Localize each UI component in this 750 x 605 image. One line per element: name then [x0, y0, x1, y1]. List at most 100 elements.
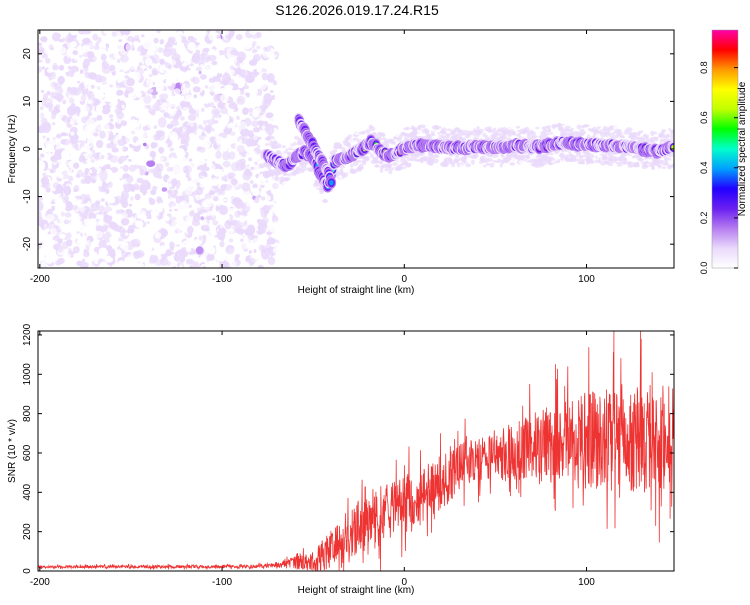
noise-cell	[204, 251, 208, 255]
halo-cell	[483, 164, 487, 168]
noise-cell	[229, 65, 234, 70]
noise-cell	[146, 160, 156, 168]
noise-cell	[146, 131, 153, 138]
noise-cell	[91, 223, 96, 229]
noise-cell	[40, 184, 47, 188]
noise-cell	[226, 42, 230, 47]
noise-cell	[235, 126, 242, 133]
noise-cell	[272, 36, 277, 42]
noise-cell	[73, 184, 80, 193]
noise-cell	[49, 227, 57, 237]
noise-cell	[126, 175, 134, 183]
halo-cell	[374, 165, 380, 168]
noise-cell	[258, 114, 263, 120]
noise-cell	[198, 235, 203, 241]
noise-cell	[38, 196, 43, 202]
noise-cell	[202, 177, 211, 185]
noise-cell	[193, 94, 198, 99]
noise-cell	[193, 171, 199, 176]
noise-cell	[54, 92, 60, 97]
noise-cell	[198, 70, 202, 75]
noise-cell	[245, 151, 255, 159]
noise-cell	[247, 130, 254, 138]
halo-cell	[365, 128, 371, 134]
noise-cell	[109, 105, 117, 111]
noise-cell	[96, 36, 102, 44]
noise-cell	[271, 206, 277, 213]
noise-cell	[43, 198, 49, 204]
noise-cell	[109, 251, 116, 259]
noise-cell	[111, 147, 119, 153]
noise-cell	[45, 57, 51, 64]
noise-cell	[129, 221, 133, 226]
halo-cell	[670, 129, 674, 134]
halo-cell	[562, 131, 567, 137]
noise-cell	[207, 163, 216, 173]
noise-cell	[167, 178, 172, 183]
noise-cell	[203, 64, 210, 72]
halo-cell	[579, 130, 587, 136]
noise-cell	[171, 205, 176, 210]
noise-cell	[204, 124, 213, 132]
noise-cell	[272, 81, 278, 86]
noise-cell	[95, 162, 99, 166]
noise-cell	[120, 229, 130, 240]
noise-cell	[147, 229, 154, 237]
halo-cell	[521, 155, 527, 158]
noise-cell	[204, 85, 209, 89]
halo-cell	[344, 169, 348, 174]
noise-cell	[236, 238, 240, 243]
noise-cell	[185, 246, 192, 253]
noise-cell	[229, 175, 233, 179]
noise-cell	[252, 135, 258, 141]
noise-cell	[175, 36, 183, 42]
noise-cell	[245, 51, 249, 55]
noise-cell	[133, 242, 140, 248]
noise-cell	[111, 186, 120, 194]
noise-cell	[127, 253, 134, 260]
halo-cell	[465, 163, 471, 168]
noise-cell	[154, 259, 163, 266]
noise-cell	[78, 155, 86, 163]
noise-cell	[165, 250, 171, 257]
noise-cell	[110, 166, 119, 173]
noise-cell	[240, 238, 244, 242]
noise-cell	[166, 78, 170, 83]
halo-cell	[645, 130, 651, 136]
noise-cell	[167, 229, 171, 232]
halo-cell	[267, 165, 272, 170]
noise-cell	[82, 37, 91, 45]
noise-cell	[61, 241, 69, 250]
noise-cell	[252, 88, 258, 96]
noise-cell	[61, 138, 71, 146]
halo-cell	[332, 149, 338, 153]
halo-cell	[349, 163, 354, 168]
noise-cell	[234, 224, 243, 234]
noise-cell	[253, 197, 260, 204]
noise-cell	[125, 86, 134, 94]
halo-cell	[434, 153, 438, 158]
halo-cell	[596, 126, 601, 130]
noise-cell	[219, 260, 228, 268]
noise-cell	[172, 234, 181, 245]
noise-cell	[84, 134, 89, 139]
halo-cell	[651, 166, 655, 171]
noise-cell	[159, 39, 165, 45]
halo-cell	[347, 134, 353, 138]
noise-cell	[210, 48, 216, 54]
noise-cell	[261, 121, 268, 128]
noise-cell	[63, 128, 68, 133]
noise-cell	[199, 176, 202, 179]
halo-cell	[546, 133, 550, 136]
halo-cell	[657, 164, 662, 169]
noise-cell	[192, 261, 200, 268]
halo-cell	[661, 129, 667, 133]
noise-cell	[69, 120, 75, 126]
halo-cell	[380, 133, 386, 137]
noise-cell	[203, 102, 211, 108]
noise-cell	[123, 254, 127, 259]
noise-cell	[227, 228, 235, 234]
noise-cell	[187, 226, 194, 234]
halo-cell	[568, 151, 572, 155]
noise-cell	[115, 132, 119, 135]
